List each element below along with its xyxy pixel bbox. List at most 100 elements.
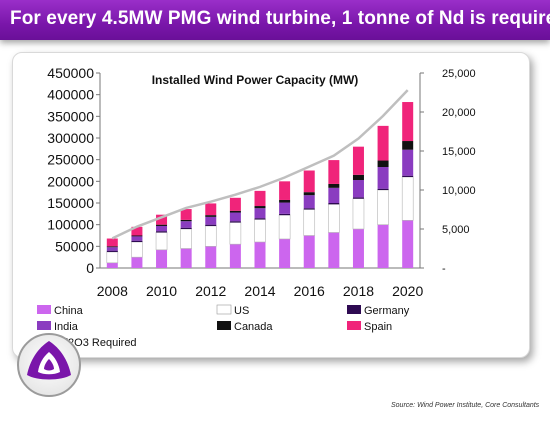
bar-germany-2016 — [303, 208, 315, 210]
bar-germany-2018 — [352, 197, 364, 199]
left-tick-label: 50000 — [55, 238, 94, 254]
bar-us-2011 — [180, 228, 192, 249]
bar-us-2016 — [303, 209, 316, 236]
bar-india-2018 — [352, 180, 364, 198]
legend-label-china: China — [54, 305, 84, 317]
bar-germany-2015 — [279, 213, 291, 216]
bar-spain-2010 — [156, 214, 168, 225]
bar-canada-2015 — [279, 199, 291, 203]
bar-china-2010 — [156, 249, 168, 268]
bar-china-2012 — [205, 246, 217, 268]
legend-label-germany: Germany — [364, 305, 410, 317]
legend-label-canada: Canada — [234, 321, 273, 333]
bar-germany-2009 — [131, 240, 143, 242]
bar-spain-2011 — [180, 209, 192, 220]
right-tick-label: 10,000 — [442, 185, 476, 197]
bar-spain-2016 — [303, 170, 315, 193]
bar-canada-2017 — [328, 183, 340, 188]
bar-india-2013 — [229, 212, 241, 222]
right-tick-label: 5,000 — [442, 224, 470, 236]
bar-canada-2008 — [106, 246, 118, 248]
bar-spain-2020 — [402, 102, 414, 142]
bar-germany-2012 — [205, 224, 217, 226]
bar-china-2016 — [303, 235, 315, 268]
bar-canada-2009 — [131, 235, 143, 237]
bar-canada-2011 — [180, 219, 192, 222]
x-tick-label: 2020 — [392, 283, 423, 299]
bar-spain-2008 — [106, 238, 118, 247]
bar-china-2019 — [377, 224, 389, 268]
x-tick-label: 2016 — [294, 283, 325, 299]
right-tick-label: 15,000 — [442, 146, 476, 158]
bar-us-2009 — [131, 241, 143, 258]
bar-spain-2012 — [205, 203, 217, 216]
bar-india-2014 — [254, 208, 266, 219]
left-tick-label: 400000 — [47, 87, 94, 103]
bar-india-2020 — [402, 149, 414, 176]
bar-germany-2008 — [106, 250, 118, 252]
bar-india-2008 — [106, 247, 118, 251]
x-tick-label: 2010 — [146, 283, 177, 299]
bar-canada-2012 — [205, 215, 217, 217]
bar-canada-2014 — [254, 206, 266, 209]
bar-spain-2018 — [352, 146, 364, 175]
title-banner: For every 4.5MW PMG wind turbine, 1 tonn… — [0, 0, 550, 40]
left-tick-label: 200000 — [47, 173, 94, 189]
bar-china-2020 — [402, 220, 414, 268]
legend-swatch-spain — [347, 321, 361, 330]
bar-china-2011 — [180, 248, 192, 268]
left-tick-label: 100000 — [47, 217, 94, 233]
left-tick-label: 450000 — [47, 65, 94, 81]
left-tick-label: 0 — [86, 260, 94, 276]
bar-germany-2017 — [328, 203, 340, 205]
legend-swatch-germany — [347, 305, 361, 314]
legend-label-us: US — [234, 305, 249, 317]
x-tick-label: 2008 — [97, 283, 128, 299]
legend-swatch-india — [37, 321, 51, 330]
bar-us-2012 — [204, 225, 217, 247]
bar-germany-2014 — [254, 218, 266, 220]
company-logo — [14, 330, 84, 405]
bar-us-2018 — [352, 198, 365, 230]
left-tick-label: 300000 — [47, 130, 94, 146]
line-nd2o3-required — [111, 89, 409, 240]
bar-china-2018 — [352, 229, 364, 268]
left-tick-label: 250000 — [47, 152, 94, 168]
bar-us-2019 — [377, 189, 389, 225]
x-tick-label: 2012 — [195, 283, 226, 299]
bar-india-2017 — [328, 187, 340, 203]
bar-germany-2011 — [180, 227, 192, 229]
bar-canada-2010 — [156, 224, 168, 226]
left-tick-label: 150000 — [47, 195, 94, 211]
right-tick-label: 25,000 — [442, 68, 476, 80]
bar-spain-2009 — [131, 226, 143, 236]
bar-us-2014 — [254, 219, 266, 243]
bar-china-2015 — [279, 238, 291, 268]
bar-india-2019 — [377, 167, 389, 189]
legend-swatch-canada — [217, 321, 231, 330]
legend-label-india: India — [54, 321, 79, 333]
legend-swatch-us — [216, 304, 232, 315]
bar-spain-2019 — [377, 125, 389, 161]
bar-germany-2013 — [229, 221, 241, 223]
left-tick-label: 350000 — [47, 108, 94, 124]
bar-china-2008 — [106, 262, 118, 268]
chart-title: Installed Wind Power Capacity (MW) — [152, 73, 359, 87]
bar-us-2020 — [401, 176, 414, 221]
bar-india-2016 — [303, 195, 315, 209]
bar-india-2009 — [131, 236, 143, 241]
banner-title: For every 4.5MW PMG wind turbine, 1 tonn… — [10, 8, 550, 29]
legend-label-spain: Spain — [364, 321, 392, 333]
bar-germany-2019 — [377, 188, 389, 190]
bar-spain-2014 — [254, 190, 266, 207]
bar-us-2013 — [229, 222, 242, 245]
bar-spain-2013 — [229, 197, 241, 211]
source-note: Source: Wind Power Institute, Core Consu… — [391, 402, 540, 409]
bar-us-2015 — [278, 214, 291, 240]
bar-us-2008 — [106, 251, 119, 264]
bar-canada-2016 — [303, 192, 315, 196]
bar-canada-2019 — [377, 160, 389, 168]
bar-germany-2020 — [402, 175, 414, 177]
x-tick-label: 2014 — [244, 283, 275, 299]
